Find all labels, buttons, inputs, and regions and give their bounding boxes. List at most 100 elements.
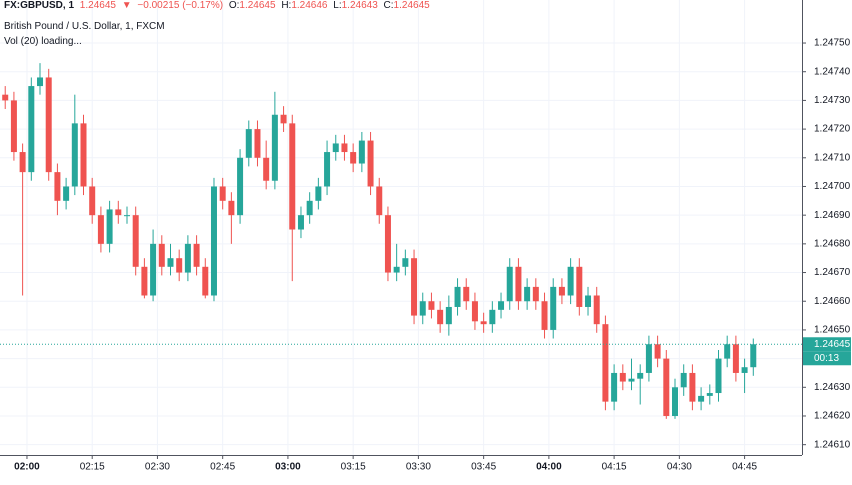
candle-body [367,140,374,187]
candle-body [324,152,331,187]
x-tick-label: 04:30 [667,462,692,473]
candle-body [628,378,635,382]
candle-body [210,186,217,296]
candle-body [19,152,26,173]
candle-body [54,172,61,201]
y-tick-label: 1.24650 [814,325,851,336]
candle-body [463,286,470,302]
candle-body [150,243,157,296]
high-label: H: [281,0,292,11]
candle-body [471,301,478,322]
candle-body [341,143,348,153]
last-price-label: 1.24645 [814,339,851,350]
candle-body [558,286,565,296]
symbol: FX:GBPUSD, 1 [4,0,75,11]
candle-body [619,372,626,382]
candle-body [245,129,252,158]
candle-body [193,243,200,267]
candle-body [724,344,731,359]
candle-body [437,309,444,325]
candle-body [228,200,235,216]
candle-body [715,358,722,394]
x-tick-label: 02:00 [14,462,40,473]
y-tick-label: 1.24660 [814,296,851,307]
candle-body [532,286,539,302]
candle-body [602,324,609,402]
candle-body [489,309,496,325]
candle-body [97,215,104,244]
candle-body [358,140,365,164]
candle-body [106,209,113,244]
candle-body [411,258,418,316]
y-tick-label: 1.24610 [814,439,851,450]
last-price-box [803,337,851,352]
candle-body [428,301,435,310]
candle-body [263,157,270,181]
candle-body [402,258,409,267]
candle-body [158,243,165,267]
candle-body [2,94,9,101]
y-tick-label: 1.24740 [814,66,851,77]
candle-body [680,372,687,388]
candle-body [541,301,548,330]
candle-body [306,200,313,216]
candle-body [645,344,652,373]
x-tick-label: 04:15 [602,462,627,473]
open: 1.24645 [239,0,276,11]
candle-body [123,215,130,217]
candle-body [637,372,644,379]
candle-body [350,152,357,164]
candle-body [498,301,505,310]
candle-body [219,186,226,201]
candle-body [550,286,557,330]
x-tick-label: 03:00 [275,462,301,473]
y-tick-label: 1.24710 [814,152,851,163]
candle-body [10,100,17,153]
candle-body [480,321,487,325]
low: 1.24643 [341,0,378,11]
y-tick-label: 1.24690 [814,210,851,221]
candle-body [176,258,183,273]
candle-body [167,258,174,267]
candle-body [454,286,461,307]
y-tick-label: 1.24670 [814,267,851,278]
close: 1.24645 [393,0,430,11]
candle-body [45,77,52,173]
y-tick-label: 1.24680 [814,238,851,249]
candle-body [289,123,296,230]
candle-body [63,186,70,201]
candle-body [89,186,96,216]
candle-body [376,186,383,216]
y-tick-label: 1.24750 [814,38,851,49]
candle-body [741,367,748,373]
x-tick-label: 04:45 [732,462,757,473]
y-tick-label: 1.24620 [814,411,851,422]
candle-body [445,306,452,325]
candle-body [585,295,592,307]
candle-body [654,344,661,359]
x-tick-label: 02:15 [80,462,105,473]
countdown-box [803,351,851,366]
open-label: O: [228,0,240,11]
candle-body [593,295,600,325]
x-tick-label: 04:00 [536,462,562,473]
candle-body [567,266,574,296]
candle-body [184,243,191,273]
candle-body [706,393,713,396]
candle-body [393,266,400,273]
candle-body [689,372,696,402]
candle-body [132,215,139,267]
candle-body [202,266,209,296]
title: British Pound / U.S. Dollar, 1, FXCM [4,21,165,32]
candle-body [254,129,261,158]
candle-body [28,86,35,173]
candle-body [524,286,531,302]
candle-body [71,123,78,187]
candle-body [141,266,148,296]
candle-body [515,266,522,302]
candle-body [271,114,278,181]
candle-body [506,266,513,302]
candle-body [297,215,304,230]
